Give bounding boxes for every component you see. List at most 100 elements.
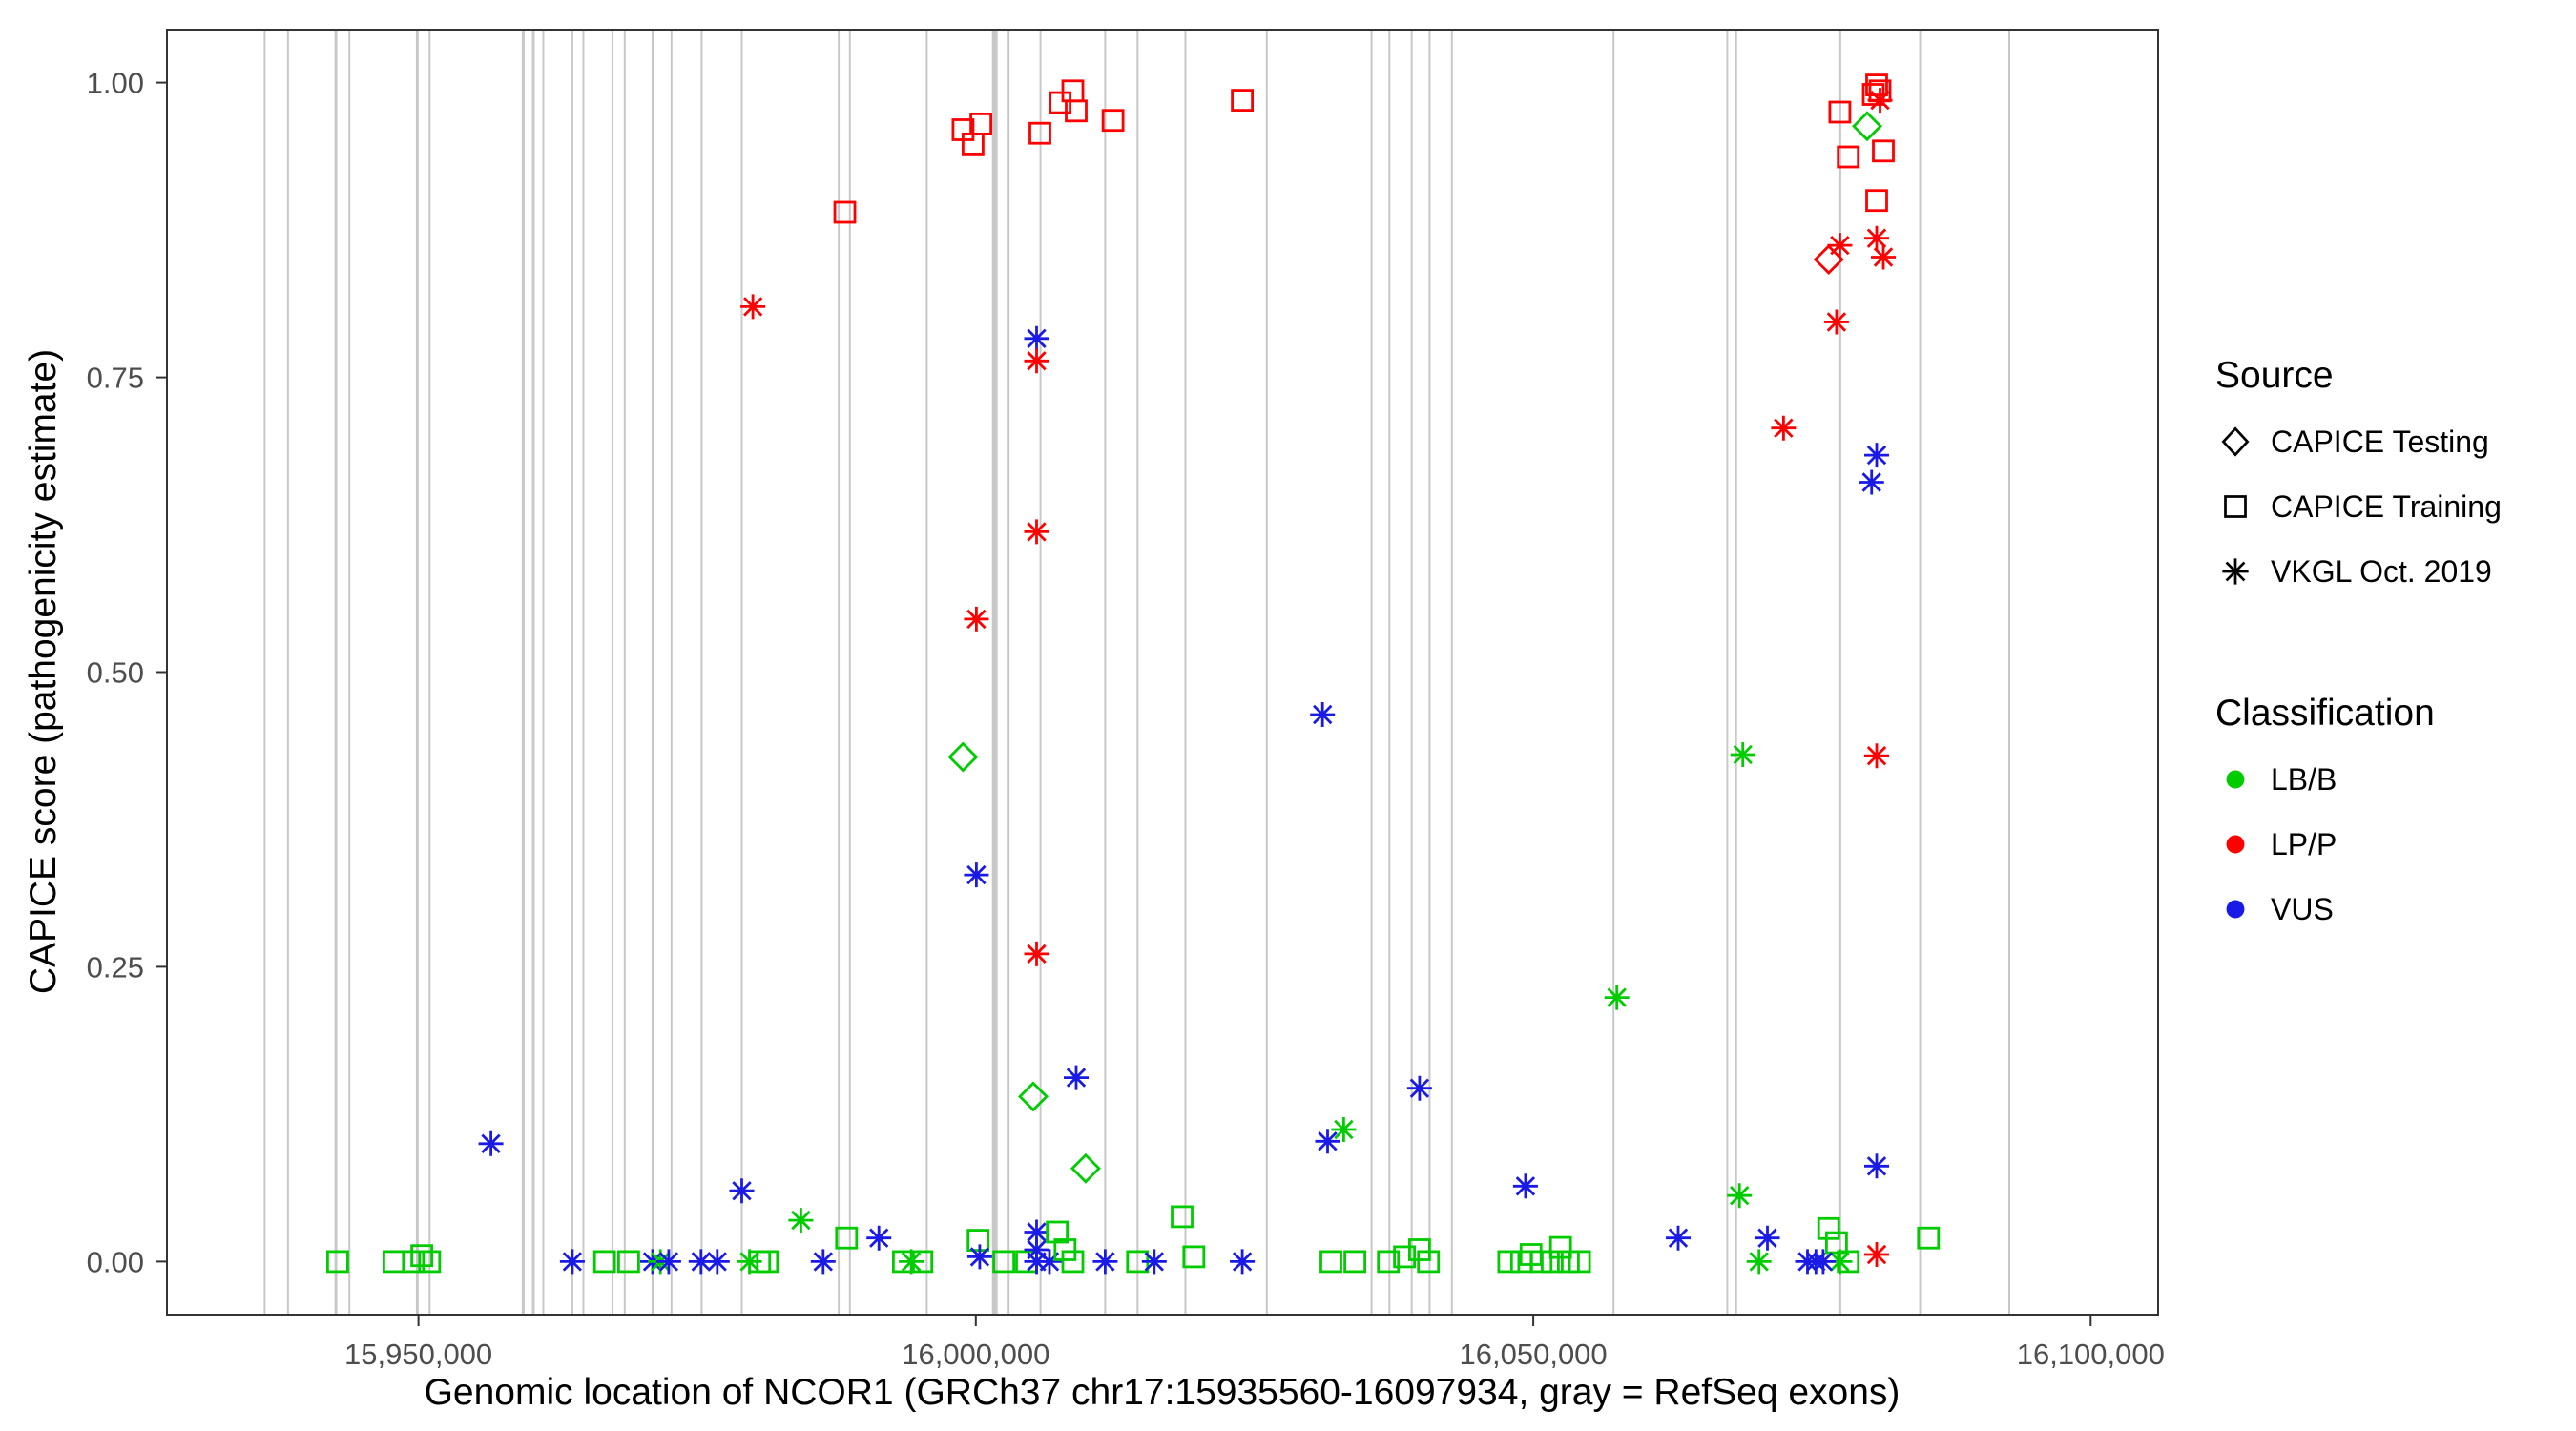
- data-point-square: [1568, 1250, 1591, 1274]
- blue-dot-icon: [2226, 900, 2245, 919]
- legend-item-capice-training: CAPICE Training: [2215, 487, 2502, 527]
- data-point-asterisk: [1512, 1173, 1538, 1199]
- x-tick-label: 16,100,000: [2017, 1338, 2165, 1371]
- legend-item-capice-testing: CAPICE Testing: [2215, 422, 2502, 462]
- data-point-square: [1865, 73, 1888, 96]
- data-point-diamond: [1813, 244, 1844, 275]
- data-point-square: [1231, 89, 1254, 112]
- data-point-asterisk: [1864, 1242, 1889, 1267]
- green-dot-icon: [2226, 770, 2245, 789]
- data-point-asterisk: [1823, 309, 1849, 335]
- legend-source-title: Source: [2215, 355, 2334, 396]
- data-point-asterisk: [1871, 244, 1896, 270]
- data-point-square: [592, 1250, 616, 1274]
- data-point-square: [410, 1244, 434, 1268]
- x-tick-label: 15,950,000: [344, 1338, 492, 1371]
- data-point-asterisk: [559, 1249, 585, 1275]
- data-point-square: [835, 1226, 859, 1250]
- data-point-asterisk: [1827, 1249, 1853, 1275]
- data-point-diamond: [1852, 111, 1882, 142]
- legend-item-label: CAPICE Training: [2271, 488, 2502, 524]
- x-tick-label: 16,050,000: [1460, 1338, 1608, 1371]
- data-point-asterisk: [1064, 1065, 1089, 1090]
- data-point-asterisk: [810, 1249, 836, 1275]
- data-point-square: [382, 1250, 405, 1274]
- data-point-square: [1377, 1250, 1401, 1274]
- data-point-asterisk: [1859, 469, 1884, 495]
- legend-item-vus: VUS: [2215, 889, 2502, 929]
- data-point-asterisk: [1867, 88, 1893, 114]
- data-point-asterisk: [1406, 1075, 1432, 1101]
- data-point-asterisk: [964, 862, 989, 888]
- data-point-asterisk: [1827, 233, 1853, 259]
- data-point-square: [1865, 189, 1888, 213]
- data-point-asterisk: [1310, 702, 1336, 727]
- data-point-square: [1061, 1250, 1085, 1274]
- data-point-square: [402, 1250, 426, 1274]
- y-tick-label: 0.00: [87, 1245, 144, 1278]
- x-tick-label: 16,000,000: [902, 1338, 1049, 1371]
- data-point-asterisk: [1024, 348, 1049, 374]
- legend-item-label: LP/P: [2271, 826, 2337, 861]
- data-point-square: [1171, 1205, 1194, 1229]
- legend-classification-title: Classification: [2215, 693, 2435, 734]
- data-point-square: [1393, 1245, 1416, 1269]
- data-point-asterisk: [1037, 1249, 1062, 1275]
- data-point-square: [418, 1250, 442, 1274]
- data-point-square: [833, 200, 857, 224]
- data-point-asterisk: [966, 1244, 992, 1270]
- data-point-square: [1825, 1231, 1848, 1255]
- data-point-asterisk: [704, 1249, 730, 1275]
- data-point-square: [1343, 1250, 1366, 1274]
- data-point-asterisk: [1771, 415, 1797, 441]
- y-tick-label: 0.50: [87, 656, 144, 690]
- square-icon: [2224, 495, 2247, 518]
- data-point-square: [1917, 1226, 1941, 1250]
- red-dot-icon: [2226, 835, 2245, 854]
- data-point-asterisk: [740, 294, 766, 320]
- legend-item-label: VUS: [2271, 891, 2334, 926]
- data-point-asterisk: [1666, 1225, 1691, 1251]
- data-point-square: [1046, 1220, 1069, 1244]
- data-point-asterisk: [964, 606, 989, 632]
- data-point-square: [1101, 109, 1125, 133]
- data-point-asterisk: [788, 1208, 814, 1234]
- data-point-square: [325, 1250, 349, 1274]
- legend-item-vkgl: VKGL Oct. 2019: [2215, 551, 2502, 591]
- data-point-square: [1541, 1250, 1564, 1274]
- y-axis-title: CAPICE score (pathogenicity estimate): [23, 348, 64, 995]
- data-point-asterisk: [1755, 1225, 1780, 1251]
- data-point-asterisk: [1864, 225, 1889, 251]
- y-tick-label: 1.00: [87, 67, 144, 100]
- data-point-square: [962, 132, 985, 156]
- data-point-asterisk: [1730, 742, 1755, 767]
- y-tick-label: 0.25: [87, 950, 144, 984]
- y-tick-label: 0.75: [87, 362, 144, 395]
- data-point-square: [1065, 99, 1088, 123]
- data-point-asterisk: [729, 1178, 755, 1204]
- data-point-asterisk: [1141, 1249, 1167, 1275]
- data-point-square: [966, 1229, 990, 1252]
- asterisk-icon: [2222, 558, 2249, 585]
- data-point-square: [1548, 1235, 1572, 1259]
- data-point-diamond: [947, 741, 979, 773]
- data-point-square: [1061, 79, 1085, 103]
- data-point-square: [617, 1250, 640, 1274]
- data-point-asterisk: [478, 1130, 504, 1156]
- data-point-square: [992, 1250, 1015, 1274]
- x-axis-title: Genomic location of NCOR1 (GRCh37 chr17:…: [424, 1372, 1901, 1413]
- data-point-square: [1182, 1245, 1206, 1269]
- data-point-square: [1049, 91, 1071, 114]
- data-point-asterisk: [1024, 325, 1049, 351]
- data-point-diamond: [1070, 1152, 1101, 1184]
- data-point-asterisk: [1864, 743, 1889, 769]
- data-point-asterisk: [1024, 1219, 1049, 1245]
- legend: Source CAPICE Testing CAPICE Training VK…: [2215, 355, 2502, 954]
- data-point-square: [910, 1250, 934, 1274]
- diamond-icon: [2221, 426, 2250, 457]
- data-point-asterisk: [1864, 1153, 1889, 1179]
- data-point-square: [1028, 121, 1051, 145]
- data-point-asterisk: [688, 1249, 714, 1275]
